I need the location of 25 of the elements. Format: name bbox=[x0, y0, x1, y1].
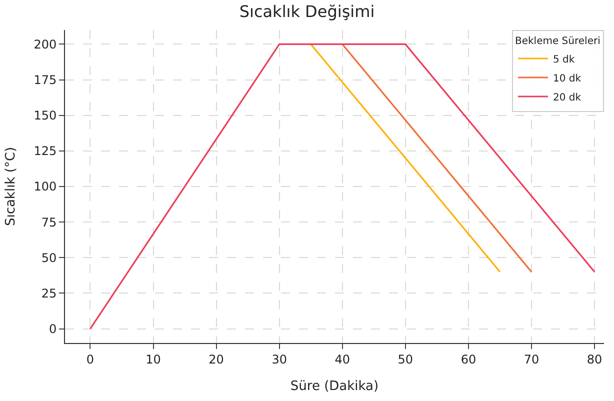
x-tick-label: 20 bbox=[208, 352, 224, 366]
x-tick-label: 0 bbox=[86, 352, 94, 366]
x-tick-label: 10 bbox=[146, 352, 161, 366]
y-tick-label: 0 bbox=[48, 322, 57, 336]
x-tick-label: 30 bbox=[272, 352, 287, 366]
x-tick-label: 50 bbox=[398, 352, 414, 366]
legend-label: 20 dk bbox=[553, 92, 582, 104]
x-axis-title: Süre (Dakika) bbox=[290, 379, 379, 394]
y-tick-label: 175 bbox=[34, 73, 57, 87]
legend-label: 5 dk bbox=[553, 54, 575, 66]
y-tick-label: 125 bbox=[34, 144, 57, 158]
y-axis-title: Sıcaklık (°C) bbox=[4, 146, 19, 226]
x-tick-label: 80 bbox=[586, 352, 602, 366]
chart-title: Sıcaklık Değişimi bbox=[239, 2, 375, 22]
y-tick-label: 75 bbox=[41, 215, 57, 230]
y-tick-label: 150 bbox=[34, 108, 57, 123]
y-tick-label: 25 bbox=[41, 286, 57, 300]
y-tick-label: 50 bbox=[41, 250, 57, 265]
x-tick-label: 70 bbox=[524, 352, 540, 366]
x-tick-label: 40 bbox=[334, 352, 350, 366]
y-tick-label: 100 bbox=[34, 180, 57, 194]
y-tick-label: 200 bbox=[34, 37, 57, 52]
legend-label: 10 dk bbox=[553, 73, 582, 84]
legend-title: Bekleme Süreleri bbox=[515, 36, 600, 47]
x-tick-label: 60 bbox=[460, 352, 476, 366]
